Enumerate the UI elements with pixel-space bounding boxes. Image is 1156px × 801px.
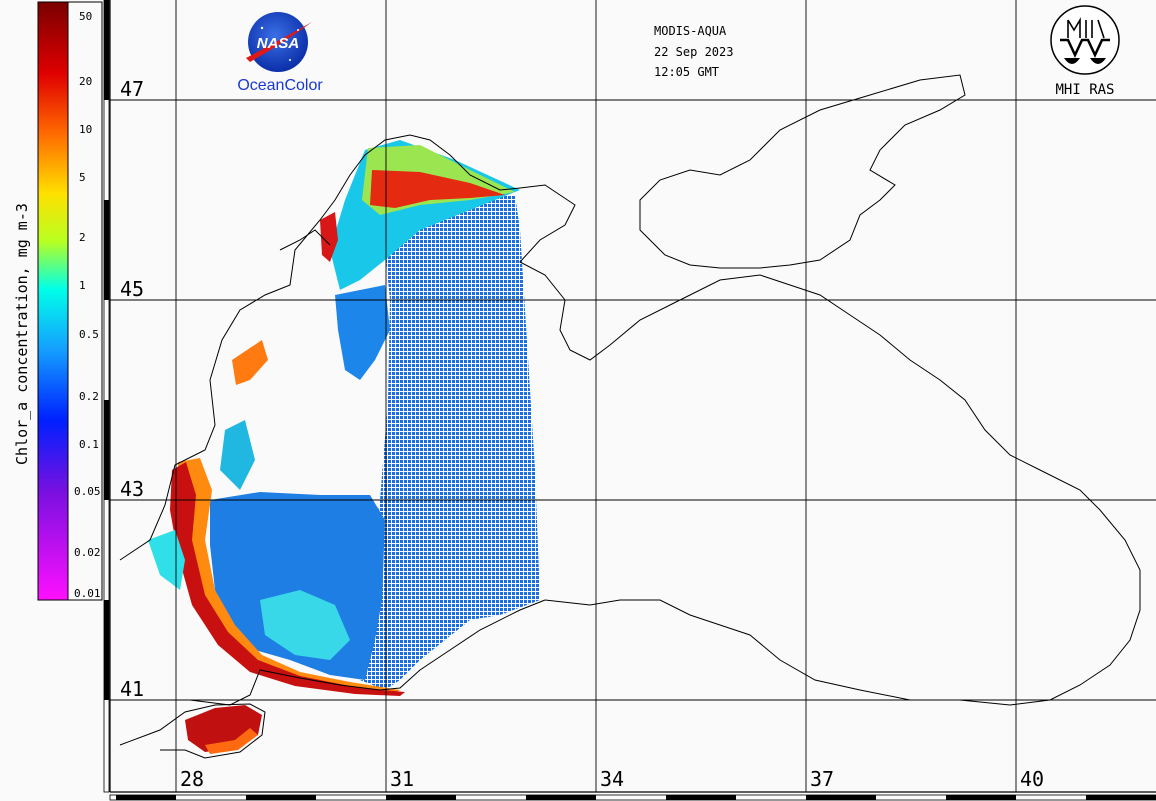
nasa-swoosh-icon [246, 22, 312, 62]
mhi-wave-icon [1060, 38, 1110, 58]
mhi-drops-icon [1064, 58, 1106, 64]
cb-tick-5: 5 [79, 171, 86, 184]
lon-label-28: 28 [180, 767, 204, 791]
dniester-red [320, 212, 338, 262]
cb-tick-2: 2 [79, 231, 86, 244]
cb-tick-0.5: 0.5 [79, 328, 99, 341]
ruler-bottom-3 [386, 795, 456, 800]
lon-label-34: 34 [600, 767, 624, 791]
central-blue [335, 285, 390, 380]
nasa-logo: NASA OceanColor [237, 12, 323, 94]
coastline-south [189, 599, 546, 706]
coast-orange-patch [232, 340, 268, 385]
nasa-wordmark: NASA [257, 35, 300, 52]
colorbar-ramp [37, 1, 69, 601]
colorbar: 50 20 10 5 2 1 0.5 0.2 0.1 0.05 0.02 0.0… [13, 1, 103, 601]
lon-label-40: 40 [1020, 767, 1044, 791]
ruler-bottom-7 [946, 795, 1016, 800]
mhi-logo: MHI RAS [1050, 5, 1120, 98]
header: MODIS-AQUA 22 Sep 2023 12:05 GMT [654, 24, 733, 79]
ruler-left-4 [104, 600, 109, 700]
cb-tick-0.2: 0.2 [79, 390, 99, 403]
ruler-bottom-4 [526, 795, 596, 800]
colorbar-tick-panel [67, 1, 103, 601]
nw-shelf-red [370, 170, 505, 208]
sw-basin-cyan [260, 590, 350, 660]
lat-label-41: 41 [120, 677, 144, 701]
azov-coast [639, 74, 966, 269]
lat-label-47: 47 [120, 77, 144, 101]
ruler-bottom-outline [109, 794, 1156, 801]
ruler-bottom-6 [806, 795, 876, 800]
marmara-orange [205, 728, 258, 754]
graticule [110, 0, 1156, 792]
chlorophyll-field [148, 140, 540, 754]
coast-strip-west [220, 420, 255, 490]
coast-band-red [170, 462, 405, 696]
nasa-star-3 [297, 29, 299, 31]
lat-label-45: 45 [120, 277, 144, 301]
lon-labels: 28 31 34 37 40 [180, 767, 1044, 791]
cb-tick-0.01: 0.01 [74, 587, 101, 600]
coastline [119, 74, 1141, 759]
time-label: 12:05 GMT [654, 65, 719, 79]
cb-tick-1: 1 [79, 279, 86, 292]
marmara-coast [119, 703, 266, 759]
nasa-star-1 [260, 26, 264, 30]
cb-tick-0.05: 0.05 [74, 485, 101, 498]
lat-labels: 47 45 43 41 [120, 77, 144, 701]
ruler-left-2 [104, 200, 109, 300]
ruler-bottom-2 [246, 795, 316, 800]
sensor-label: MODIS-AQUA [654, 24, 727, 38]
oceancolor-wordmark: OceanColor [237, 77, 323, 94]
ruler-bottom-1 [116, 795, 176, 800]
ruler-left-3 [104, 400, 109, 500]
cb-tick-10: 10 [79, 123, 92, 136]
danube-delta [279, 229, 331, 251]
ruler-bottom-8 [1086, 795, 1156, 800]
lat-label-43: 43 [120, 477, 144, 501]
ruler-bottom-5 [666, 795, 736, 800]
mhi-wordmark: MHI RAS [1055, 82, 1114, 98]
ruler-left-1 [104, 0, 109, 100]
cb-tick-0.02: 0.02 [74, 546, 101, 559]
ruler-left-outline [103, 0, 110, 793]
date-label: 22 Sep 2023 [654, 45, 733, 59]
lon-label-37: 37 [810, 767, 834, 791]
mhi-letters-icon [1067, 17, 1105, 39]
swath-dotted [360, 195, 540, 690]
coast-band-orange [178, 458, 400, 694]
cb-tick-0.1: 0.1 [79, 438, 99, 451]
map-frame [103, 0, 1156, 801]
cb-tick-20: 20 [79, 75, 92, 88]
colorbar-label: Chlor_a concentration, mg m-3 [13, 203, 31, 465]
nasa-star-2 [289, 59, 291, 61]
cb-tick-50: 50 [79, 10, 92, 23]
lon-label-31: 31 [390, 767, 414, 791]
